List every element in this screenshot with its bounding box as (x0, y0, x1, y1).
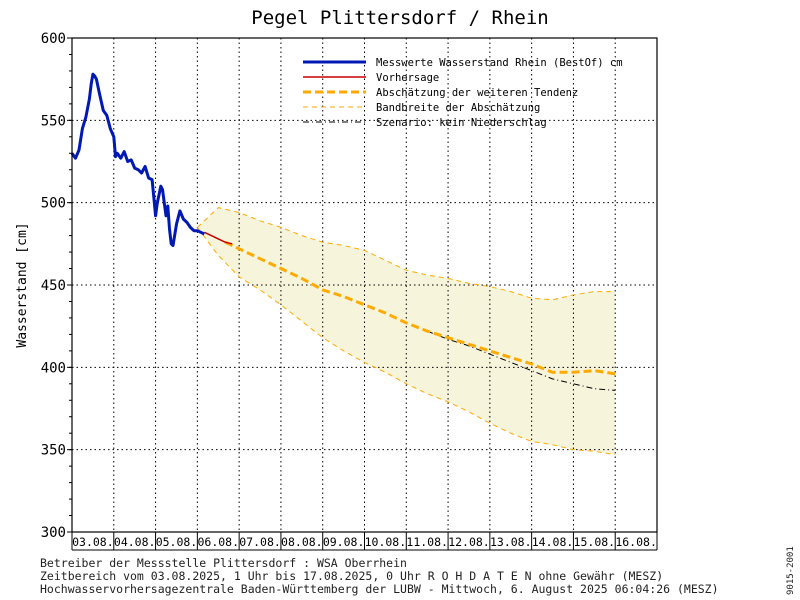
legend-label: Abschätzung der weiteren Tendenz (376, 87, 578, 99)
footer-issuer: Hochwasservorhersagezentrale Baden-Württ… (40, 582, 719, 596)
footer-time-range: Zeitbereich vom 03.08.2025, 1 Uhr bis 17… (40, 569, 663, 583)
x-tick-label: 09.08. (323, 535, 365, 549)
footer-code: 9015-2001 (786, 546, 796, 595)
x-tick-label: 08.08. (281, 535, 323, 549)
band-lower-line (196, 227, 616, 456)
chart-title: Pegel Plittersdorf / Rhein (251, 7, 548, 29)
x-tick-label: 04.08. (114, 535, 156, 549)
x-tick-label: 16.08. (615, 535, 657, 549)
grid-layer (72, 38, 657, 532)
series-line-measured (70, 72, 205, 247)
x-tick-label: 11.08. (406, 535, 448, 549)
y-tick-label: 500 (41, 196, 66, 212)
legend: Messwerte Wasserstand Rhein (BestOf) cm V… (303, 57, 623, 129)
y-tick-label: 300 (41, 525, 66, 541)
footer-operator: Betreiber der Messstelle Plittersdorf : … (40, 556, 407, 570)
x-tick-label: 12.08. (448, 535, 490, 549)
y-tick-label: 450 (41, 278, 66, 294)
x-tick-label: 07.08. (239, 535, 281, 549)
legend-label: Messwerte Wasserstand Rhein (BestOf) cm (376, 57, 623, 69)
x-tick-label: 15.08. (574, 535, 616, 549)
legend-label: Bandbreite der Abschätzung (376, 102, 540, 114)
series-layer (70, 72, 616, 456)
x-tick-label: 13.08. (490, 535, 532, 549)
x-tick-label: 03.08. (72, 535, 114, 549)
legend-label: Szenario: kein Niederschlag (376, 117, 547, 129)
x-tick-label: 06.08. (197, 535, 239, 549)
x-tick-label: 14.08. (532, 535, 574, 549)
band-upper-line (197, 207, 616, 301)
series-line-forecast (203, 231, 233, 245)
y-axis-label: Wasserstand [cm] (15, 222, 30, 347)
series-line-tendency (224, 240, 616, 376)
series-line-scenario (427, 330, 616, 391)
y-tick-label: 350 (41, 443, 66, 459)
y-tick-label: 400 (41, 360, 66, 376)
x-tick-label: 05.08. (156, 535, 198, 549)
y-tick-label: 550 (41, 113, 66, 129)
legend-label: Vorhersage (376, 72, 439, 84)
x-tick-label: 10.08. (365, 535, 407, 549)
y-tick-label: 600 (41, 31, 66, 47)
